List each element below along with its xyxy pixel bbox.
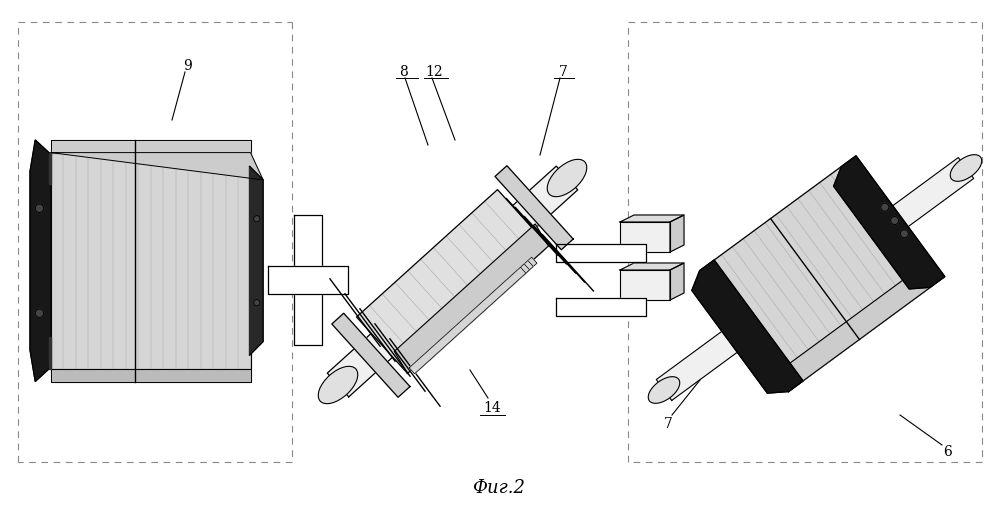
Circle shape xyxy=(35,309,44,318)
Text: 14: 14 xyxy=(484,401,500,415)
Circle shape xyxy=(881,203,889,211)
Polygon shape xyxy=(268,266,348,294)
Polygon shape xyxy=(49,337,51,369)
Polygon shape xyxy=(417,261,533,367)
Circle shape xyxy=(900,230,908,238)
Polygon shape xyxy=(332,313,410,397)
Circle shape xyxy=(254,215,260,222)
Polygon shape xyxy=(833,156,945,289)
Text: 9: 9 xyxy=(184,59,193,73)
Polygon shape xyxy=(410,267,525,374)
Ellipse shape xyxy=(950,155,982,181)
Circle shape xyxy=(254,299,260,306)
Ellipse shape xyxy=(319,366,358,404)
Polygon shape xyxy=(699,167,930,391)
Polygon shape xyxy=(620,270,670,300)
Polygon shape xyxy=(778,267,930,391)
Polygon shape xyxy=(294,215,322,345)
Text: 7: 7 xyxy=(663,417,672,431)
Polygon shape xyxy=(620,215,684,222)
Polygon shape xyxy=(30,140,51,381)
Ellipse shape xyxy=(648,377,679,403)
Polygon shape xyxy=(670,263,684,300)
Text: 6: 6 xyxy=(944,445,952,459)
Text: 8: 8 xyxy=(400,65,409,79)
Polygon shape xyxy=(692,260,803,393)
Polygon shape xyxy=(250,166,263,355)
Polygon shape xyxy=(556,244,646,262)
Circle shape xyxy=(35,204,44,212)
Text: 7: 7 xyxy=(558,65,567,79)
Polygon shape xyxy=(357,189,548,373)
Polygon shape xyxy=(51,140,251,153)
Polygon shape xyxy=(328,166,577,397)
Circle shape xyxy=(890,216,899,225)
Polygon shape xyxy=(395,224,548,373)
Polygon shape xyxy=(421,257,537,364)
Polygon shape xyxy=(620,222,670,252)
Polygon shape xyxy=(51,153,251,369)
Polygon shape xyxy=(51,153,263,180)
Text: 12: 12 xyxy=(426,65,443,79)
Text: Фиг.2: Фиг.2 xyxy=(473,479,525,497)
Polygon shape xyxy=(496,166,573,250)
Polygon shape xyxy=(620,263,684,270)
Polygon shape xyxy=(49,153,51,184)
Polygon shape xyxy=(413,264,529,371)
Ellipse shape xyxy=(547,159,586,197)
Polygon shape xyxy=(556,298,646,316)
Polygon shape xyxy=(670,215,684,252)
Polygon shape xyxy=(656,158,974,401)
Polygon shape xyxy=(51,369,251,381)
